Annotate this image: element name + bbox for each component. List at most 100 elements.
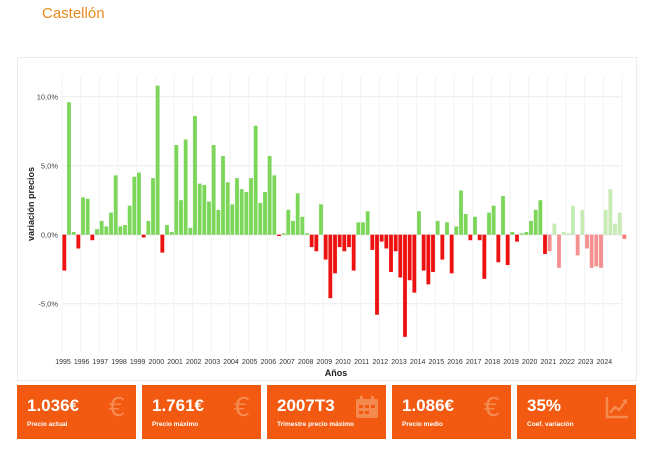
bar	[435, 220, 440, 235]
x-tick-label: 2005	[242, 359, 258, 366]
x-tick-label: 2024	[597, 359, 613, 366]
bar	[487, 212, 491, 235]
bar	[543, 234, 547, 255]
bar	[538, 200, 543, 235]
bar	[370, 234, 375, 250]
bar	[272, 175, 277, 235]
x-tick-label: 2014	[410, 359, 426, 366]
kpi-value: 1.761€	[152, 396, 204, 415]
bar	[146, 220, 151, 235]
bar	[207, 201, 211, 235]
x-tick-label: 2013	[391, 359, 407, 366]
svg-text:€: €	[484, 394, 501, 420]
bar	[323, 234, 328, 260]
bar	[337, 234, 342, 248]
bar	[389, 234, 393, 272]
x-tick-label: 2001	[167, 359, 183, 366]
bar	[459, 190, 463, 235]
bar	[393, 234, 398, 252]
bar	[515, 234, 519, 242]
bar	[412, 234, 417, 293]
euro-icon: €	[104, 394, 130, 420]
bar	[445, 222, 449, 235]
x-tick-label: 2022	[559, 359, 575, 366]
bar	[417, 211, 421, 235]
bar	[90, 234, 95, 241]
x-tick-label: 2015	[429, 359, 445, 366]
y-tick-label: 10,0%	[37, 93, 59, 102]
bar	[253, 125, 258, 235]
bar	[449, 234, 454, 274]
bar	[468, 234, 473, 241]
bar	[239, 189, 244, 235]
bar	[309, 234, 314, 248]
x-tick-label: 2003	[205, 359, 221, 366]
kpi-label: Trimestre precio máximo	[277, 421, 354, 428]
bar	[617, 212, 622, 235]
y-axis-title: variación precios	[26, 167, 36, 241]
bar	[235, 178, 239, 235]
bar	[71, 231, 76, 235]
bar	[141, 234, 146, 238]
bar	[575, 234, 580, 256]
y-tick-label: -5,0%	[38, 300, 58, 309]
bar	[403, 234, 407, 337]
bar	[225, 182, 230, 235]
bar	[365, 211, 370, 235]
bar	[431, 234, 435, 272]
bar	[426, 234, 431, 285]
bar	[580, 209, 585, 235]
bar	[599, 234, 603, 268]
bar	[356, 222, 361, 235]
bar	[67, 102, 71, 235]
x-tick-label: 2007	[279, 359, 295, 366]
bar	[202, 185, 207, 235]
bar	[552, 223, 557, 235]
x-axis-title: Años	[325, 368, 348, 378]
bar	[613, 223, 617, 235]
bar	[249, 178, 253, 235]
kpi-card-trimestre-precio-maximo: 2007T3 Trimestre precio máximo	[267, 385, 386, 439]
bar	[384, 234, 389, 249]
bar	[305, 233, 309, 235]
bar	[291, 220, 295, 235]
kpi-value: 35%	[527, 396, 562, 415]
bar	[379, 234, 384, 242]
bar	[95, 229, 99, 235]
x-tick-label: 2004	[223, 359, 239, 366]
bar	[440, 234, 445, 260]
bar	[300, 216, 305, 235]
x-tick-label: 2006	[261, 359, 277, 366]
x-tick-label: 1996	[74, 359, 90, 366]
kpi-label: Precio medio	[402, 421, 443, 428]
x-tick-label: 2010	[335, 359, 351, 366]
bar	[151, 178, 155, 235]
calendar-icon	[354, 394, 380, 420]
svg-text:€: €	[234, 394, 251, 420]
bar	[585, 234, 589, 249]
bar	[314, 234, 319, 252]
x-tick-label: 2016	[447, 359, 463, 366]
kpi-label: Precio actual	[27, 421, 68, 428]
x-tick-label: 2021	[541, 359, 557, 366]
kpi-value: 2007T3	[277, 396, 335, 415]
bar	[529, 220, 533, 235]
bar	[351, 234, 356, 271]
bar	[193, 116, 197, 235]
bar	[267, 156, 272, 235]
kpi-card-precio-actual: 1.036€ Precio actual €	[17, 385, 136, 439]
bar	[211, 145, 216, 235]
bar	[118, 226, 123, 235]
bar	[454, 226, 459, 235]
bar	[155, 85, 160, 235]
bar	[244, 191, 249, 235]
kpi-value: 1.086€	[402, 396, 454, 415]
bar	[174, 145, 179, 235]
bar	[347, 234, 351, 248]
bar	[407, 234, 412, 281]
bar	[566, 233, 571, 235]
x-tick-label: 1997	[93, 359, 109, 366]
bar	[622, 234, 627, 239]
bar	[571, 205, 575, 235]
bar	[510, 231, 515, 235]
